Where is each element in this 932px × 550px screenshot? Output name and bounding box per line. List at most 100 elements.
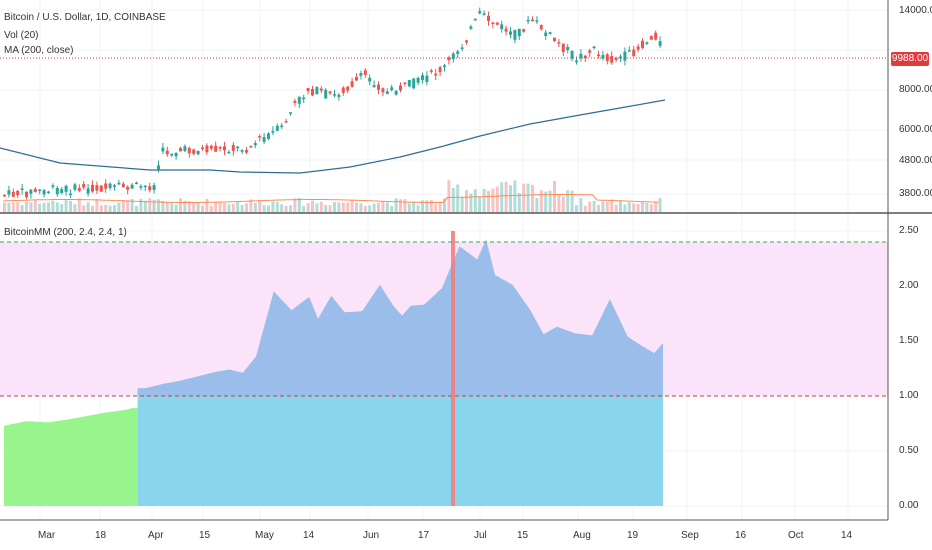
candle-body bbox=[117, 182, 121, 185]
volume-bar bbox=[399, 199, 402, 212]
candle-body bbox=[3, 194, 6, 197]
volume-bar bbox=[522, 183, 526, 212]
candle-body bbox=[157, 165, 160, 170]
candle-body bbox=[148, 186, 152, 191]
candle-body bbox=[531, 19, 534, 22]
candle-body bbox=[143, 185, 147, 188]
volume-bar bbox=[311, 200, 314, 212]
candle-body bbox=[51, 185, 55, 187]
candle-body bbox=[108, 183, 112, 189]
volume-bar bbox=[275, 202, 279, 212]
chart-title: Bitcoin / U.S. Dollar, 1D, COINBASE bbox=[4, 12, 166, 23]
volume-bar bbox=[592, 200, 596, 212]
candle-body bbox=[7, 190, 11, 195]
candle-body bbox=[500, 24, 504, 30]
candle-body bbox=[183, 146, 187, 152]
date-tick-label: 15 bbox=[199, 530, 211, 541]
volume-bar bbox=[526, 183, 530, 212]
candle-body bbox=[306, 88, 310, 92]
indicator-tick-label: 2.00 bbox=[899, 280, 919, 291]
candle-body bbox=[311, 88, 314, 96]
candle-body bbox=[201, 147, 204, 150]
candle-body bbox=[487, 15, 490, 22]
date-tick-label: Oct bbox=[788, 530, 804, 541]
candle-body bbox=[390, 87, 394, 91]
volume-bar bbox=[69, 200, 72, 212]
candle-body bbox=[60, 189, 64, 193]
date-tick-label: May bbox=[255, 530, 274, 541]
date-tick-label: 14 bbox=[303, 530, 315, 541]
ma-200-line bbox=[0, 99, 666, 174]
candle-body bbox=[478, 11, 482, 14]
candle-body bbox=[394, 90, 398, 95]
volume-bar bbox=[7, 202, 11, 212]
volume-bar bbox=[51, 200, 55, 212]
volume-bar bbox=[262, 205, 266, 212]
volume-bar bbox=[460, 197, 464, 212]
candle-body bbox=[473, 18, 477, 21]
candle-body bbox=[465, 40, 468, 43]
candle-body bbox=[245, 150, 248, 153]
volume-bar bbox=[390, 205, 394, 212]
candle-body bbox=[333, 94, 336, 96]
volume-bar bbox=[20, 205, 24, 212]
candle-body bbox=[77, 188, 81, 191]
price-tick-label: 14000.00 bbox=[899, 5, 932, 16]
volume-bar bbox=[509, 185, 512, 212]
candle-body bbox=[535, 20, 539, 22]
candle-body bbox=[469, 26, 473, 29]
candle-body bbox=[561, 43, 565, 52]
volume-bar bbox=[491, 188, 495, 212]
volume-bar bbox=[421, 200, 424, 212]
volume-bar bbox=[487, 190, 490, 212]
volume-bar bbox=[218, 202, 222, 212]
indicator-tick-label: 1.00 bbox=[899, 390, 919, 401]
volume-bar bbox=[363, 205, 367, 212]
volume-bar bbox=[447, 180, 451, 212]
mm-area-top bbox=[137, 239, 664, 396]
candle-body bbox=[597, 54, 600, 57]
candle-body bbox=[636, 46, 640, 50]
candle-body bbox=[280, 125, 284, 127]
date-tick-label: 15 bbox=[517, 530, 529, 541]
volume-bar bbox=[416, 205, 420, 212]
volume-bar bbox=[597, 204, 600, 212]
candle-body bbox=[412, 78, 416, 89]
date-tick-label: Jul bbox=[474, 530, 487, 541]
volume-bar bbox=[482, 188, 486, 212]
candle-body bbox=[152, 185, 156, 190]
candle-body bbox=[196, 150, 200, 155]
candle-body bbox=[605, 54, 609, 61]
volume-bar bbox=[504, 181, 508, 212]
candle-body bbox=[583, 55, 587, 59]
volume-bar bbox=[91, 205, 94, 212]
volume-bar bbox=[284, 205, 288, 212]
candle-body bbox=[627, 50, 631, 52]
volume-bar bbox=[495, 186, 499, 212]
candle-body bbox=[289, 112, 292, 114]
volume-bar bbox=[289, 205, 292, 212]
volume-bar bbox=[548, 190, 552, 212]
volume-bar bbox=[425, 200, 429, 212]
volume-bar bbox=[214, 201, 218, 212]
volume-bar bbox=[245, 203, 248, 212]
volume-bar bbox=[302, 205, 306, 212]
date-tick-label: 19 bbox=[627, 530, 639, 541]
volume-bar bbox=[627, 202, 631, 212]
candle-body bbox=[381, 88, 385, 93]
candle-body bbox=[187, 148, 191, 154]
candle-body bbox=[271, 131, 275, 133]
candle-body bbox=[355, 77, 358, 81]
candle-body bbox=[231, 144, 235, 151]
candle-body bbox=[64, 185, 68, 192]
candle-body bbox=[227, 151, 231, 154]
volume-bar bbox=[407, 203, 411, 212]
volume-bar bbox=[271, 201, 275, 212]
volume-bar bbox=[350, 200, 354, 212]
volume-bar bbox=[456, 184, 460, 212]
candle-body bbox=[139, 186, 143, 188]
volume-legend: Vol (20) bbox=[4, 30, 39, 41]
candle-body bbox=[126, 186, 130, 190]
volume-bar bbox=[236, 201, 240, 212]
candle-body bbox=[297, 96, 301, 104]
